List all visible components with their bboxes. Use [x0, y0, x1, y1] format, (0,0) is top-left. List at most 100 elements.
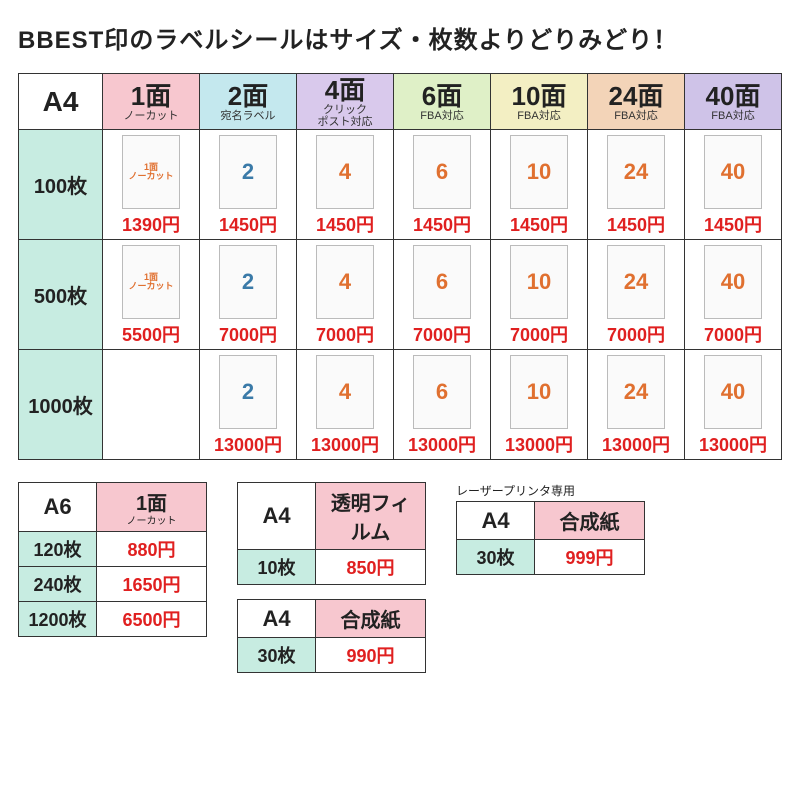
synth2-paper: A4 [457, 502, 535, 540]
price-cell: 990円 [316, 638, 426, 673]
price-value: 13000円 [493, 431, 585, 457]
thumb-number: 4 [339, 269, 351, 295]
price-cell: 2 13000円 [200, 350, 297, 460]
thumb-number: 6 [436, 269, 448, 295]
thumb-number: 2 [242, 269, 254, 295]
price-cell: 61450円 [394, 130, 491, 240]
sheet-thumb: 2 [219, 245, 277, 319]
price-value: 1450円 [493, 211, 585, 237]
sheet-thumb: 40 [704, 135, 762, 209]
thumb-number: 10 [527, 379, 551, 405]
col-header-2: 4面クリックポスト対応 [297, 74, 394, 130]
price-cell [103, 350, 200, 460]
col-header-label: 4面 [297, 77, 393, 103]
middle-stack: A4 透明フィルム 10枚850円 A4 合成紙 30枚990円 [237, 482, 426, 673]
price-cell: 27000円 [200, 240, 297, 350]
price-value: 13000円 [396, 431, 488, 457]
price-cell: 401450円 [685, 130, 782, 240]
row-header: 100枚 [19, 130, 103, 240]
table-row: 120枚880円 [19, 532, 207, 567]
sheet-thumb: 6 [413, 135, 471, 209]
price-cell: 880円 [97, 532, 207, 567]
table-row: 1200枚6500円 [19, 602, 207, 637]
sheet-thumb: 6 [413, 245, 471, 319]
sheet-thumb: 6 [413, 355, 471, 429]
a6-header: 1面 ノーカット [97, 483, 207, 532]
thumb-number: 1面ノーカット [128, 273, 173, 291]
thumb-number: 2 [242, 379, 254, 405]
table-row: 500枚1面ノーカット5500円27000円47000円67000円107000… [19, 240, 782, 350]
price-cell: 2413000円 [588, 350, 685, 460]
thumb-number: 24 [624, 159, 648, 185]
price-value: 7000円 [396, 321, 488, 347]
price-value: 7000円 [493, 321, 585, 347]
price-value: 13000円 [202, 431, 294, 457]
a6-header-label: 1面 [136, 493, 167, 515]
sheet-thumb: 24 [607, 135, 665, 209]
price-cell: 6500円 [97, 602, 207, 637]
col-header-sub: 宛名ラベル [200, 110, 296, 122]
sheet-thumb: 10 [510, 135, 568, 209]
price-cell: 6 13000円 [394, 350, 491, 460]
col-header-4: 10面FBA対応 [491, 74, 588, 130]
price-cell: 1面ノーカット 5500円 [103, 240, 200, 350]
film-header: 透明フィルム [316, 483, 426, 550]
qty-cell: 30枚 [457, 540, 535, 575]
price-cell: 21450円 [200, 130, 297, 240]
price-cell: 107000円 [491, 240, 588, 350]
price-cell: 10 13000円 [491, 350, 588, 460]
price-cell: 4 7000円 [297, 240, 394, 350]
thumb-number: 24 [624, 379, 648, 405]
synth1-paper: A4 [238, 600, 316, 638]
sheet-thumb: 1面ノーカット [122, 135, 180, 209]
price-cell: 1面ノーカット1390円 [103, 130, 200, 240]
qty-cell: 240枚 [19, 567, 97, 602]
price-value: 7000円 [299, 321, 391, 347]
price-cell: 241450円 [588, 130, 685, 240]
synth2-header: 合成紙 [535, 502, 645, 540]
price-cell: 40 13000円 [685, 350, 782, 460]
price-value: 1450円 [687, 211, 779, 237]
col-header-label: 2面 [200, 83, 296, 109]
qty-cell: 30枚 [238, 638, 316, 673]
sheet-thumb: 10 [510, 245, 568, 319]
price-value: 5500円 [105, 321, 197, 347]
qty-cell: 1200枚 [19, 602, 97, 637]
sheet-thumb: 40 [704, 245, 762, 319]
price-value: 1450円 [202, 211, 294, 237]
table-row: 30枚990円 [238, 638, 426, 673]
a6-paper: A6 [19, 483, 97, 532]
table-row: 240枚1650円 [19, 567, 207, 602]
sheet-thumb: 4 [316, 135, 374, 209]
price-cell: 850円 [316, 550, 426, 585]
film-table: A4 透明フィルム 10枚850円 [237, 482, 426, 585]
price-cell: 6 7000円 [394, 240, 491, 350]
thumb-number: 4 [339, 159, 351, 185]
main-header-row: A4 1面ノーカット2面宛名ラベル4面クリックポスト対応6面FBA対応10面FB… [19, 74, 782, 130]
thumb-number: 6 [436, 379, 448, 405]
sheet-thumb: 4 [316, 355, 374, 429]
thumb-number: 40 [721, 379, 745, 405]
price-cell: 4 1450円 [297, 130, 394, 240]
a6-table: A6 1面 ノーカット 120枚880円240枚1650円1200枚6500円 [18, 482, 207, 637]
col-header-0: 1面ノーカット [103, 74, 200, 130]
qty-cell: 10枚 [238, 550, 316, 585]
price-value: 13000円 [299, 431, 391, 457]
thumb-number: 10 [527, 159, 551, 185]
table-row: 100枚1面ノーカット1390円21450円41450円61450円101450… [19, 130, 782, 240]
synth2-caption: レーザープリンタ専用 [456, 482, 645, 499]
corner-cell: A4 [19, 74, 103, 130]
sheet-thumb: 24 [607, 355, 665, 429]
col-header-sub: FBA対応 [588, 110, 684, 122]
row-header: 1000枚 [19, 350, 103, 460]
a6-header-sub: ノーカット [105, 517, 198, 527]
price-value: 7000円 [590, 321, 682, 347]
price-value: 13000円 [687, 431, 779, 457]
sheet-thumb: 4 [316, 245, 374, 319]
synth1-header: 合成紙 [316, 600, 426, 638]
price-value: 1450円 [299, 211, 391, 237]
price-cell: 1650円 [97, 567, 207, 602]
synth2-header-label: 合成紙 [560, 512, 620, 534]
row-header: 500枚 [19, 240, 103, 350]
col-header-label: 40面 [685, 83, 781, 109]
